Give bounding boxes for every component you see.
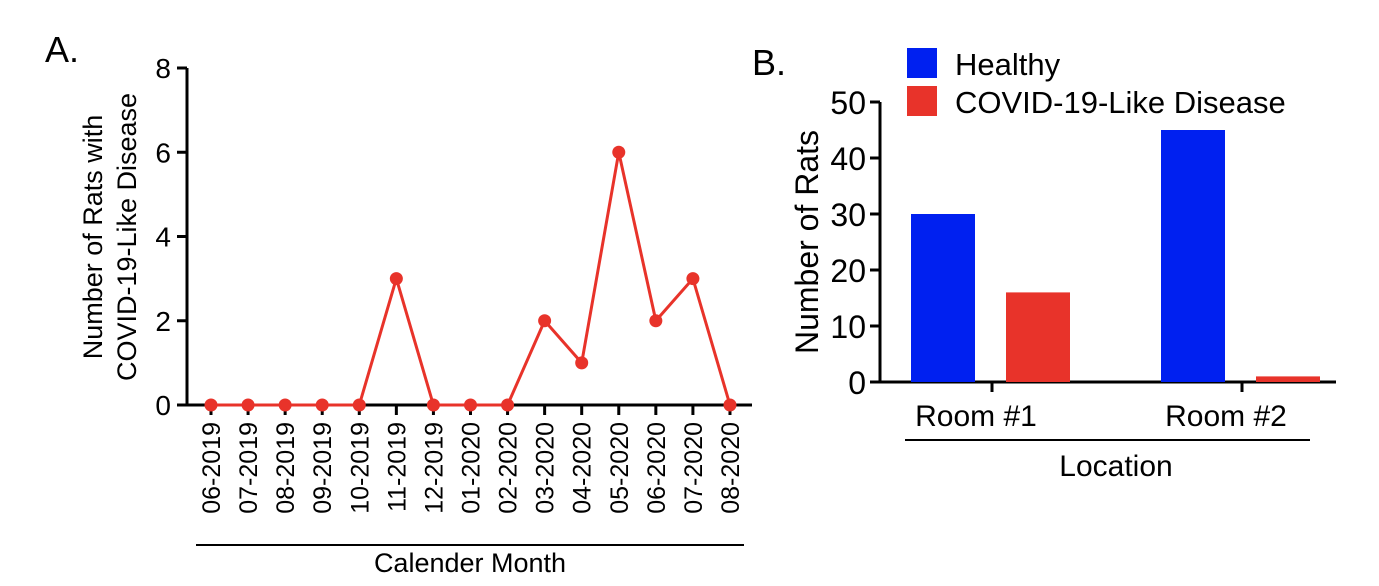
- bar-healthy: [911, 214, 975, 382]
- data-point: [723, 398, 737, 412]
- data-point: [649, 314, 663, 328]
- data-point: [352, 398, 366, 412]
- data-point: [463, 398, 477, 412]
- x-tick-label-a: 01-2020: [457, 422, 485, 514]
- data-point: [315, 398, 329, 412]
- data-point: [204, 398, 218, 412]
- x-tick-label-a: 10-2019: [346, 422, 374, 514]
- y-tick-label-b: 0: [848, 365, 866, 401]
- y-tick-label-a: 2: [155, 306, 171, 337]
- x-axis-label-a: Calender Month: [374, 548, 566, 578]
- x-tick-label-b: Room #2: [1165, 400, 1287, 433]
- y-tick-label-b: 30: [830, 197, 866, 233]
- x-tick-label-a: 09-2019: [309, 422, 337, 514]
- y-tick-label-a: 4: [155, 222, 171, 253]
- x-tick-label-a: 08-2019: [272, 422, 300, 514]
- bar-covid-19-like-disease: [1006, 292, 1070, 382]
- panel-label-b: B.: [752, 42, 786, 83]
- data-point: [575, 356, 589, 370]
- y-axis-label-b: Number of Rats: [789, 130, 825, 354]
- x-tick-label-a: 04-2020: [569, 422, 597, 514]
- x-tick-label-a: 07-2019: [235, 422, 263, 514]
- panel-label-a: A.: [45, 29, 79, 70]
- x-tick-label-a: 11-2019: [383, 422, 411, 512]
- x-tick-label-a: 05-2020: [606, 422, 634, 514]
- x-tick-label-a: 08-2020: [717, 422, 745, 514]
- y-tick-label-b: 50: [830, 85, 866, 121]
- legend-label: COVID-19-Like Disease: [955, 85, 1286, 120]
- y-tick-label-a: 8: [155, 53, 171, 84]
- x-tick-label-a: 02-2020: [495, 422, 523, 514]
- data-point: [241, 398, 255, 412]
- series-line: [211, 151, 732, 407]
- data-point: [426, 398, 440, 412]
- legend-swatch: [907, 48, 937, 78]
- y-tick-label-a: 6: [155, 137, 171, 168]
- data-point: [686, 272, 700, 286]
- data-point: [278, 398, 292, 412]
- x-tick-label-b: Room #1: [915, 400, 1037, 433]
- data-point: [501, 398, 515, 412]
- bar-healthy: [1161, 130, 1225, 382]
- data-point: [389, 272, 403, 286]
- y-tick-label-a: 0: [155, 390, 171, 421]
- x-tick-label-a: 06-2019: [198, 422, 226, 514]
- y-tick-label-b: 40: [830, 141, 866, 177]
- x-tick-label-a: 03-2020: [532, 422, 560, 514]
- y-axis-label-a: COVID-19-Like Disease: [112, 93, 142, 381]
- data-point: [612, 145, 626, 159]
- y-axis-label-a: Number of Rats with: [78, 115, 108, 360]
- legend-label: Healthy: [955, 47, 1061, 82]
- data-point: [538, 314, 552, 328]
- y-tick-label-b: 10: [830, 309, 866, 345]
- x-tick-label-a: 12-2019: [420, 422, 448, 514]
- x-tick-label-a: 06-2020: [643, 422, 671, 514]
- bar-covid-19-like-disease: [1256, 376, 1320, 382]
- x-axis-label-b: Location: [1059, 450, 1172, 483]
- legend-swatch: [907, 86, 937, 116]
- x-tick-label-a: 07-2020: [680, 422, 708, 514]
- y-tick-label-b: 20: [830, 253, 866, 289]
